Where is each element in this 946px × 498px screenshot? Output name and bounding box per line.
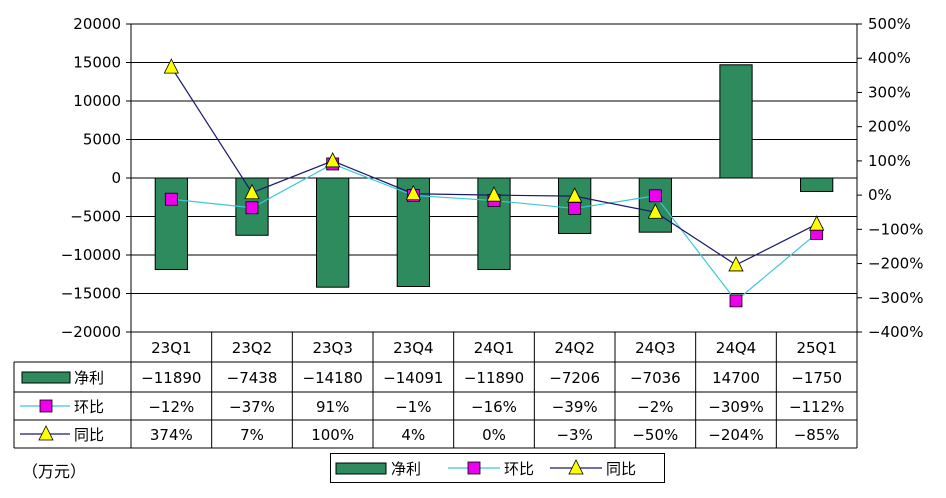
y-left-tick-label: −15000 [61,285,121,303]
x-tick-label: 24Q1 [474,339,514,357]
table-cell: −12% [148,398,194,416]
x-tick-label: 24Q3 [635,339,675,357]
y-right-tick-label: 200% [868,118,911,136]
y-right-tick-label: 100% [868,152,911,170]
y-right-tick-label: 400% [868,49,911,67]
table-cell: −7036 [630,369,681,387]
point-同比-23Q1 [163,58,179,74]
point-环比-23Q2 [245,201,259,215]
table-cell: −39% [552,398,598,416]
point-同比-23Q2 [244,183,260,200]
table-cell: 14700 [712,369,760,387]
y-left-tick-label: −10000 [61,246,121,264]
table-cell: −112% [789,398,844,416]
table-cell: −16% [471,398,517,416]
table-cell: −14180 [303,369,363,387]
y-left-tick-label: −20000 [61,323,121,341]
x-tick-label: 23Q1 [151,339,191,357]
table-cell: 100% [311,426,354,444]
table-cell: −7438 [227,369,278,387]
bar-23Q3 [316,177,350,288]
table-cell: 91% [316,398,349,416]
table-cell: −37% [229,398,275,416]
row-key-净利 [21,371,71,384]
x-tick-label: 24Q2 [554,339,594,357]
y-left-tick-label: 0 [111,169,121,187]
x-tick-label: 25Q1 [796,339,836,357]
table-cell: −7206 [549,369,600,387]
x-tick-label: 24Q4 [716,339,756,357]
table-cell: 0% [482,426,506,444]
y-right-tick-label: 500% [868,15,911,33]
y-right-tick-label: 300% [868,83,911,101]
point-同比-24Q3 [647,203,663,219]
unit-label: （万元） [22,462,87,481]
bar-23Q1 [154,177,188,271]
x-tick-label: 23Q2 [232,339,272,357]
legend-key-marker-同比 [568,459,584,475]
table-cell: −14091 [383,369,443,387]
legend-box [330,453,665,483]
table-cell: 7% [240,426,264,444]
y-right-tick-label: −300% [868,289,923,307]
table-cell: −2% [637,398,673,416]
bar-25Q1 [800,177,834,192]
y-left-tick-label: 20000 [73,15,121,33]
row-header-净利: 净利 [74,369,104,387]
table-cell: 374% [150,426,193,444]
y-left-tick-label: 10000 [73,92,121,110]
row-header-同比: 同比 [74,426,104,444]
table-cell: −85% [794,426,840,444]
table-cell: −11890 [464,369,524,387]
y-right-tick-label: −200% [868,255,923,273]
legend-key-marker-环比 [467,461,481,475]
y-right-tick-label: −100% [868,220,923,238]
table-cell: −11890 [141,369,201,387]
point-同比-24Q1 [486,186,502,202]
row-header-环比: 环比 [74,398,104,416]
row-key-marker-环比 [39,399,53,413]
table-cell: −1750 [791,369,842,387]
table-cell: −3% [556,426,592,444]
point-同比-25Q1 [809,215,825,231]
table-cell: −1% [395,398,431,416]
y-right-tick-label: 0% [868,186,892,204]
bar-24Q3 [638,177,672,233]
point-同比-24Q2 [567,187,583,203]
legend-label-同比: 同比 [606,460,636,478]
point-同比-23Q3 [325,151,341,168]
table-cell: −309% [708,398,763,416]
y-left-tick-label: −5000 [70,208,121,226]
legend-label-净利: 净利 [391,460,421,478]
point-同比-23Q4 [405,184,421,201]
point-环比-23Q1 [164,192,178,206]
legend-label-环比: 环比 [504,460,534,478]
legend-key-净利 [335,462,387,475]
y-left-tick-label: 15000 [73,54,121,72]
row-key-marker-同比 [38,425,54,441]
point-同比-24Q4 [728,256,744,272]
table-cell: 4% [401,426,425,444]
point-环比-24Q4 [729,294,743,308]
point-环比-24Q2 [568,202,582,215]
y-right-tick-label: −400% [868,323,923,341]
table-cell: −50% [632,426,678,444]
bar-24Q4 [719,64,753,179]
y-left-tick-label: 5000 [83,131,121,149]
table-cell: −204% [708,426,763,444]
x-tick-label: 23Q4 [393,339,433,357]
point-环比-24Q3 [648,189,662,203]
x-tick-label: 23Q3 [312,339,352,357]
